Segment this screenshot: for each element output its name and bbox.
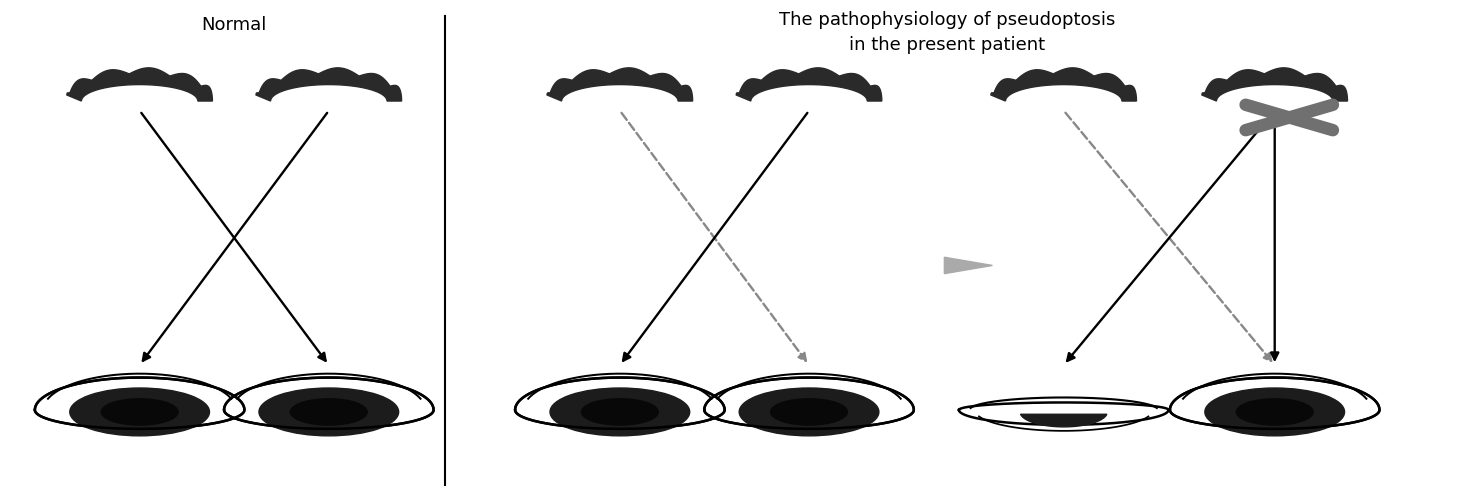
Text: Normal: Normal [201, 17, 267, 35]
Circle shape [1236, 399, 1314, 425]
Circle shape [70, 388, 210, 436]
Polygon shape [1201, 68, 1347, 101]
Polygon shape [991, 68, 1136, 101]
Circle shape [290, 399, 367, 425]
Circle shape [771, 399, 847, 425]
Polygon shape [736, 68, 882, 101]
Polygon shape [945, 257, 993, 274]
Circle shape [101, 399, 178, 425]
Circle shape [260, 388, 398, 436]
Polygon shape [225, 378, 433, 429]
Polygon shape [704, 378, 914, 429]
Polygon shape [515, 378, 725, 429]
Circle shape [550, 388, 690, 436]
Polygon shape [1169, 378, 1379, 429]
Polygon shape [547, 68, 693, 101]
Polygon shape [959, 402, 1168, 425]
Polygon shape [257, 68, 401, 101]
Circle shape [582, 399, 658, 425]
Polygon shape [1021, 414, 1107, 427]
Polygon shape [67, 68, 213, 101]
Text: The pathophysiology of pseudoptosis
in the present patient: The pathophysiology of pseudoptosis in t… [779, 12, 1115, 54]
Circle shape [1204, 388, 1344, 436]
Polygon shape [35, 378, 245, 429]
Circle shape [739, 388, 879, 436]
